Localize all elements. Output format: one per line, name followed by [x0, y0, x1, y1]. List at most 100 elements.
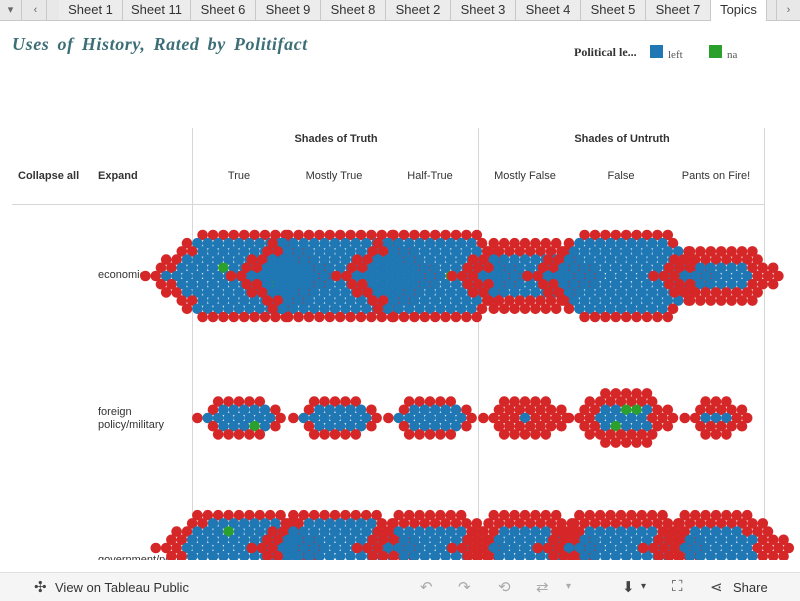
data-dot[interactable]	[355, 295, 367, 306]
data-dot[interactable]	[351, 270, 363, 282]
data-dot[interactable]	[308, 287, 320, 298]
data-dot[interactable]	[207, 550, 219, 560]
data-dot[interactable]	[345, 420, 356, 432]
data-dot[interactable]	[282, 534, 294, 546]
data-dot[interactable]	[362, 287, 373, 298]
data-dot[interactable]	[340, 542, 351, 554]
data-dot[interactable]	[223, 254, 234, 265]
data-dot[interactable]	[556, 420, 567, 432]
data-dot[interactable]	[450, 420, 462, 432]
data-dot[interactable]	[259, 311, 271, 323]
data-dot[interactable]	[610, 311, 622, 323]
data-dot[interactable]	[700, 429, 711, 440]
data-dot[interactable]	[259, 404, 271, 416]
legend-item-left[interactable]: left	[668, 49, 683, 61]
data-dot[interactable]	[695, 420, 706, 432]
data-dot[interactable]	[350, 303, 362, 315]
data-dot[interactable]	[409, 420, 420, 432]
data-dot[interactable]	[700, 526, 711, 537]
data-dot[interactable]	[450, 404, 462, 416]
data-dot[interactable]	[293, 534, 304, 546]
data-dot[interactable]	[207, 518, 219, 529]
data-dot[interactable]	[574, 287, 585, 298]
data-dot[interactable]	[471, 295, 483, 306]
data-dot[interactable]	[272, 278, 284, 290]
data-dot[interactable]	[514, 420, 526, 432]
data-dot[interactable]	[308, 542, 320, 554]
data-dot[interactable]	[249, 420, 260, 432]
data-dot[interactable]	[303, 420, 315, 432]
data-dot[interactable]	[223, 303, 234, 315]
data-dot[interactable]	[314, 518, 325, 529]
data-dot[interactable]	[600, 437, 611, 448]
data-dot[interactable]	[652, 295, 663, 306]
data-dot[interactable]	[267, 542, 278, 554]
legend-swatch-left[interactable]	[650, 45, 663, 58]
data-dot[interactable]	[700, 542, 711, 554]
data-dot[interactable]	[710, 542, 722, 554]
data-dot[interactable]	[773, 542, 784, 554]
data-dot[interactable]	[293, 295, 304, 306]
data-dot[interactable]	[620, 311, 632, 323]
data-dot[interactable]	[504, 550, 515, 560]
data-dot[interactable]	[383, 412, 394, 424]
data-dot[interactable]	[377, 534, 389, 546]
data-dot[interactable]	[736, 420, 748, 432]
tab-topics[interactable]: Topics	[711, 0, 767, 21]
data-dot[interactable]	[721, 396, 732, 407]
data-dot[interactable]	[393, 526, 405, 537]
data-dot[interactable]	[605, 287, 616, 298]
data-dot[interactable]	[419, 518, 431, 529]
data-dot[interactable]	[641, 295, 653, 306]
data-dot[interactable]	[238, 295, 250, 306]
data-dot[interactable]	[355, 420, 367, 432]
data-dot[interactable]	[589, 278, 601, 290]
data-dot[interactable]	[212, 526, 224, 537]
data-dot[interactable]	[689, 287, 701, 298]
data-dot[interactable]	[615, 237, 627, 249]
data-dot[interactable]	[308, 303, 320, 315]
data-dot[interactable]	[212, 287, 224, 298]
data-dot[interactable]	[615, 254, 627, 265]
data-dot[interactable]	[509, 526, 520, 537]
data-dot[interactable]	[514, 518, 526, 529]
data-dot[interactable]	[663, 262, 675, 274]
data-dot[interactable]	[498, 237, 510, 249]
data-dot[interactable]	[176, 295, 188, 306]
data-dot[interactable]	[140, 270, 151, 282]
data-dot[interactable]	[662, 518, 674, 529]
data-dot[interactable]	[212, 542, 224, 554]
data-dot[interactable]	[589, 534, 601, 546]
data-dot[interactable]	[403, 237, 415, 249]
data-dot[interactable]	[272, 262, 284, 274]
data-dot[interactable]	[228, 229, 240, 241]
data-dot[interactable]	[646, 287, 658, 298]
data-dot[interactable]	[329, 287, 341, 298]
data-dot[interactable]	[478, 254, 489, 265]
data-dot[interactable]	[367, 534, 379, 546]
data-dot[interactable]	[314, 534, 325, 546]
data-dot[interactable]	[345, 295, 356, 306]
data-dot[interactable]	[584, 542, 596, 554]
data-dot[interactable]	[186, 534, 198, 546]
data-dot[interactable]	[181, 254, 193, 265]
data-dot[interactable]	[403, 429, 415, 440]
data-dot[interactable]	[262, 550, 273, 560]
data-dot[interactable]	[429, 262, 441, 274]
data-dot[interactable]	[558, 295, 570, 306]
data-dot[interactable]	[383, 287, 394, 298]
data-dot[interactable]	[367, 246, 379, 257]
data-dot[interactable]	[197, 518, 208, 529]
data-dot[interactable]	[626, 526, 637, 537]
data-dot[interactable]	[202, 542, 214, 554]
data-dot[interactable]	[345, 311, 356, 323]
data-dot[interactable]	[288, 526, 299, 537]
data-dot[interactable]	[435, 542, 446, 554]
data-dot[interactable]	[457, 542, 468, 554]
data-dot[interactable]	[329, 396, 341, 407]
data-dot[interactable]	[530, 254, 541, 265]
data-dot[interactable]	[455, 303, 467, 315]
data-dot[interactable]	[372, 254, 384, 265]
data-dot[interactable]	[372, 542, 384, 554]
data-dot[interactable]	[594, 429, 606, 440]
